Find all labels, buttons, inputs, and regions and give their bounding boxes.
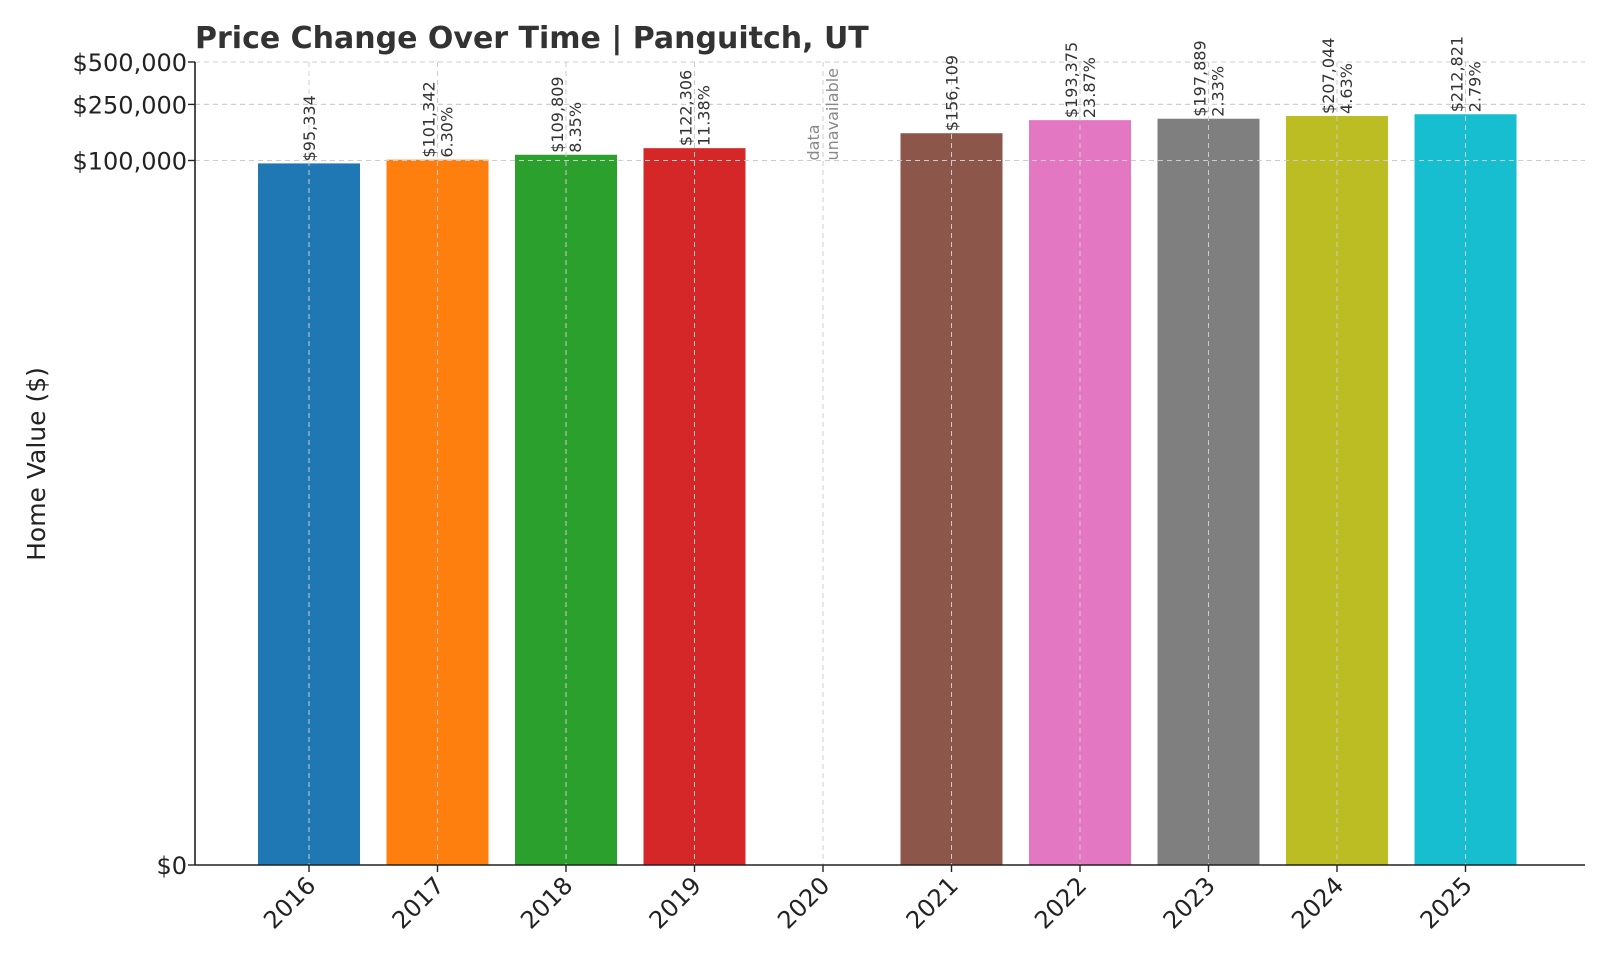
missing-data-label: data: [804, 124, 823, 160]
bar-pct-label: 11.38%: [695, 85, 714, 146]
bar-value-label: $101,342: [420, 81, 439, 157]
y-tick-label: $500,000: [72, 49, 187, 77]
bar-2023: [1157, 118, 1260, 866]
bars-layer: [258, 114, 1517, 866]
x-tick-label: 2018: [515, 871, 578, 934]
x-tick-label: 2016: [258, 871, 321, 934]
y-tick-label: $0: [156, 852, 187, 880]
x-tick-label: 2022: [1029, 871, 1092, 934]
missing-data-label: unavailable: [823, 68, 842, 161]
bar-2022: [1029, 120, 1131, 865]
bar-value-label: $197,889: [1191, 40, 1210, 116]
bar-labels-layer: $95,334 $101,342 6.30% $109,809 8.35% $122,30…: [195, 36, 1585, 865]
x-tick-label: 2021: [901, 871, 964, 934]
bar-pct-label: 4.63%: [1337, 63, 1356, 114]
bar-value-label: $207,044: [1319, 38, 1338, 114]
bar-value-label: $109,809: [548, 76, 567, 152]
bar-pct-label: 2.79%: [1466, 61, 1485, 112]
chart-title: Price Change Over Time | Panguitch, UT: [195, 21, 869, 56]
bar-value-label: $193,375: [1062, 42, 1081, 118]
y-tick-label: $100,000: [72, 147, 187, 175]
bar-value-label: $212,821: [1448, 36, 1467, 112]
y-tick-label: $250,000: [72, 91, 187, 119]
bar-pct-label: 2.33%: [1209, 66, 1228, 117]
y-axis-label: Home Value ($): [22, 367, 51, 561]
x-tick-label: 2025: [1415, 871, 1478, 934]
x-tick-label: 2017: [387, 871, 450, 934]
x-tick-label: 2024: [1286, 871, 1349, 934]
bar-pct-label: 23.87%: [1080, 57, 1099, 118]
x-tick-label: 2023: [1158, 871, 1221, 934]
bar-value-label: $95,334: [300, 95, 319, 161]
x-tick-label: 2020: [772, 871, 835, 934]
bar-value-label: $156,109: [943, 55, 962, 131]
x-tick-label: 2019: [644, 871, 707, 934]
bar-pct-label: 8.35%: [566, 102, 585, 153]
bar-value-label: $122,306: [677, 70, 696, 146]
bar-pct-label: 6.30%: [438, 107, 457, 158]
